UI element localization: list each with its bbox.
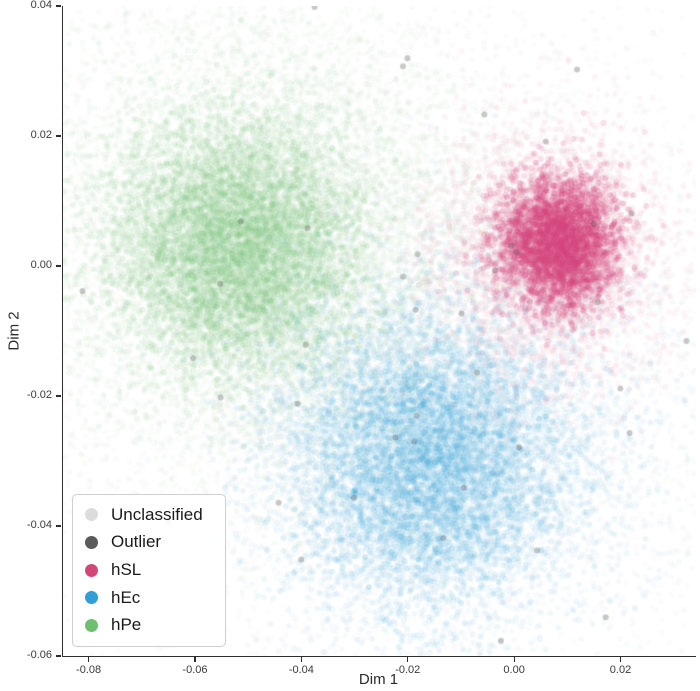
legend-label: hSL [111,559,142,579]
x-tick-mark [87,657,90,662]
plot-area: Unclassified Outlier hSL hEc hPe [62,6,696,657]
legend: Unclassified Outlier hSL hEc hPe [72,493,226,647]
legend-item-hec: hEc [85,587,203,608]
x-tick-label: 0.02 [609,664,632,676]
legend-label: Outlier [111,532,162,552]
legend-swatch-hpe [85,619,98,633]
x-tick-label: -0.08 [76,664,102,676]
y-tick-mark [56,525,61,527]
y-tick-label: 0.02 [30,129,52,141]
legend-swatch-outlier [85,536,98,550]
y-tick-label: -0.02 [26,389,52,401]
y-tick-mark [56,655,61,657]
x-tick-mark [407,657,409,662]
legend-swatch-unclassified [85,508,98,522]
legend-item-hpe: hPe [85,616,203,635]
legend-label: hPe [111,615,142,635]
y-tick-mark [56,135,61,137]
x-tick-mark [300,657,303,662]
legend-item-hsl: hSL [85,559,203,580]
x-tick-label: -0.02 [395,664,421,676]
y-tick-mark [56,265,61,267]
x-tick-mark [513,657,515,662]
legend-label: hEc [111,587,141,607]
x-tick-mark [619,657,622,662]
x-tick-label: -0.04 [288,664,314,676]
x-tick-label: -0.06 [182,664,208,676]
y-tick-label: 0.00 [30,259,52,271]
legend-label: Unclassified [111,504,203,524]
x-tick-label: 0.00 [503,664,525,676]
y-axis-label: Dim 2 [5,311,23,351]
legend-swatch-hec [85,591,98,605]
x-axis-label: Dim 1 [358,671,399,688]
legend-swatch-hsl [85,563,98,577]
y-tick-label: -0.06 [26,649,52,661]
legend-item-unclassified: Unclassified [85,504,203,525]
legend-item-outlier: Outlier [85,533,203,552]
y-tick-mark [56,395,61,397]
y-tick-mark [56,5,61,7]
y-tick-label: 0.04 [30,0,52,11]
y-tick-label: -0.04 [26,519,52,531]
x-tick-mark [194,657,196,662]
